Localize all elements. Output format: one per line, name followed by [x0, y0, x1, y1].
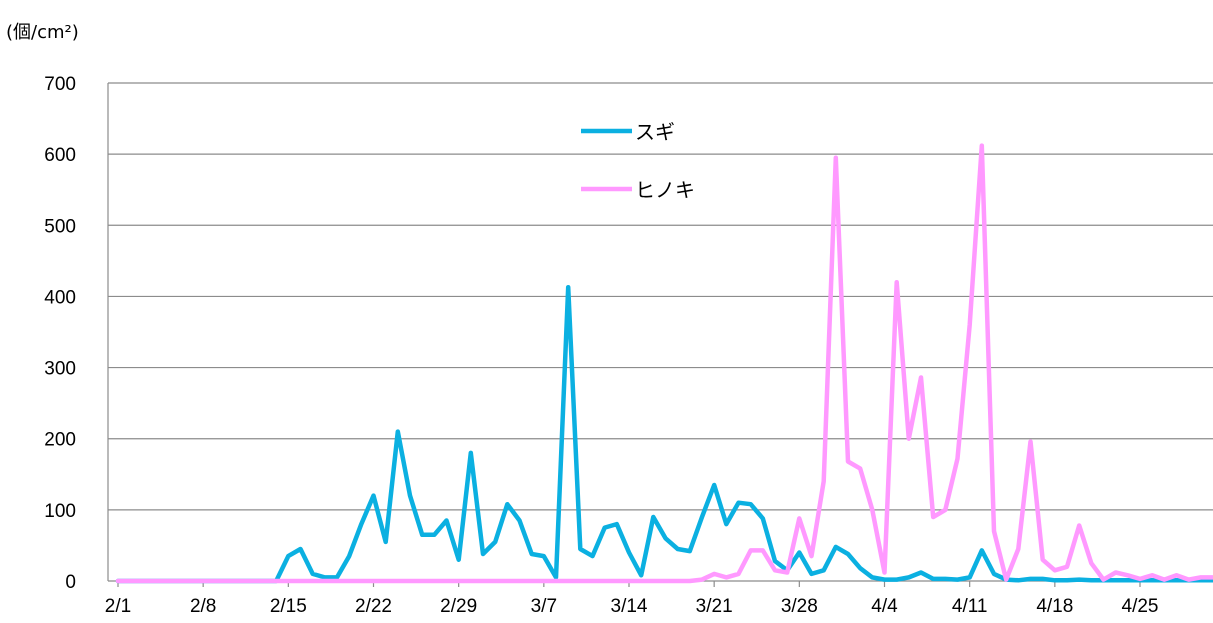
x-tick-label: 2/29 [440, 596, 477, 617]
x-tick-label: 2/8 [190, 596, 216, 617]
x-tick-label: 3/21 [696, 596, 733, 617]
gridlines [108, 82, 1213, 511]
series-lines [115, 143, 1213, 584]
legend-label: スギ [635, 120, 675, 144]
unit-label: (個/cm²) [6, 22, 79, 43]
x-tick-label: 4/25 [1122, 596, 1159, 617]
x-tick-label: 4/4 [871, 596, 898, 617]
series-line [115, 284, 1213, 584]
x-tick-label: 3/7 [531, 596, 557, 617]
y-tick-label: 200 [44, 430, 76, 451]
y-tick-label: 400 [44, 287, 76, 308]
y-tick-label: 500 [44, 216, 76, 237]
x-tick-label: 3/28 [781, 596, 818, 617]
x-tick-label: 4/11 [952, 596, 988, 617]
x-tick-label: 3/14 [611, 596, 648, 617]
y-tick-label: 700 [44, 74, 76, 95]
y-tick-label: 100 [44, 501, 76, 522]
series-line [115, 143, 1213, 584]
y-tick-labels: 0 100 200 300 400 500 600 700 [44, 74, 76, 593]
x-tick-label: 2/1 [105, 596, 131, 617]
y-tick-label: 300 [44, 359, 76, 380]
axes [107, 83, 1213, 582]
x-tick-labels: 2/1 2/8 2/15 2/22 2/29 3/7 3/14 3/21 3/28 4/4 4/11… [105, 581, 1159, 617]
y-tick-label: 600 [44, 145, 76, 166]
x-tick-label: 2/22 [355, 596, 392, 617]
y-tick-label: 0 [65, 572, 76, 593]
legend-label: ヒノキ [635, 178, 695, 202]
x-tick-label: 2/15 [270, 596, 307, 617]
x-tick-label: 4/18 [1036, 596, 1073, 617]
